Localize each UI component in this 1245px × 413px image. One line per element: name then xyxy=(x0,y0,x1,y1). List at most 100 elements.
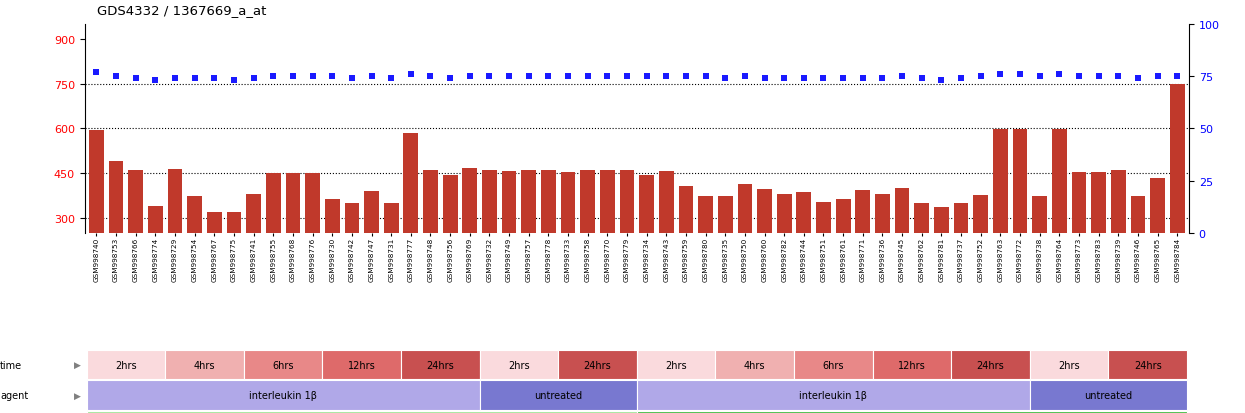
Text: 24hrs: 24hrs xyxy=(584,360,611,370)
Bar xyxy=(542,170,555,308)
Bar xyxy=(247,195,261,308)
Point xyxy=(1088,74,1108,80)
Text: 24hrs: 24hrs xyxy=(427,360,454,370)
Point xyxy=(794,76,814,82)
Point xyxy=(126,76,146,82)
Bar xyxy=(994,130,1007,308)
Point xyxy=(184,76,204,82)
Text: 24hrs: 24hrs xyxy=(1134,360,1162,370)
Point xyxy=(381,76,401,82)
Point xyxy=(441,76,461,82)
Bar xyxy=(462,169,477,308)
Point xyxy=(1148,74,1168,80)
Bar xyxy=(482,171,497,308)
Text: 2hrs: 2hrs xyxy=(115,360,137,370)
Point xyxy=(598,74,618,80)
Point xyxy=(361,74,381,80)
Point xyxy=(303,74,322,80)
Point xyxy=(1030,74,1050,80)
Bar xyxy=(502,171,517,308)
Point xyxy=(1108,74,1128,80)
Bar xyxy=(600,171,615,308)
Bar xyxy=(1150,178,1165,308)
Bar xyxy=(620,171,635,308)
Text: GDS4332 / 1367669_a_at: GDS4332 / 1367669_a_at xyxy=(97,4,266,17)
Bar xyxy=(128,170,143,308)
Bar xyxy=(895,189,909,308)
Bar xyxy=(108,162,123,308)
Bar xyxy=(423,170,438,308)
Point xyxy=(459,74,479,80)
Bar xyxy=(914,204,929,308)
Bar xyxy=(207,212,222,308)
Point xyxy=(401,71,421,78)
Point xyxy=(636,74,656,80)
Text: 2hrs: 2hrs xyxy=(1058,360,1079,370)
Point xyxy=(813,76,833,82)
Bar xyxy=(345,204,360,308)
Point xyxy=(558,74,578,80)
Text: 6hrs: 6hrs xyxy=(823,360,844,370)
Text: untreated: untreated xyxy=(534,390,583,400)
Bar xyxy=(1170,85,1184,308)
Point xyxy=(1069,74,1089,80)
Bar xyxy=(679,186,693,308)
Point xyxy=(1050,71,1069,78)
Point xyxy=(716,76,736,82)
Point xyxy=(264,74,284,80)
Point xyxy=(735,74,754,80)
Text: 4hrs: 4hrs xyxy=(194,360,215,370)
Point xyxy=(519,74,539,80)
Bar xyxy=(855,191,870,308)
Point xyxy=(86,69,106,76)
Point xyxy=(754,76,774,82)
Point xyxy=(283,74,303,80)
Bar xyxy=(757,189,772,308)
Point xyxy=(618,74,637,80)
Bar xyxy=(817,202,830,308)
Point xyxy=(853,76,873,82)
Point xyxy=(204,76,224,82)
Bar xyxy=(187,196,202,308)
Bar xyxy=(580,171,595,308)
Point xyxy=(1168,74,1188,80)
Point xyxy=(499,74,519,80)
Bar xyxy=(168,169,183,308)
Text: agent: agent xyxy=(0,390,29,400)
Bar xyxy=(797,192,812,308)
Bar xyxy=(443,175,457,308)
Text: 24hrs: 24hrs xyxy=(976,360,1005,370)
Point xyxy=(656,74,676,80)
Bar xyxy=(1111,171,1125,308)
Bar xyxy=(383,204,398,308)
Point xyxy=(931,78,951,84)
Text: ▶: ▶ xyxy=(73,360,81,369)
Point xyxy=(911,76,931,82)
Point xyxy=(893,74,913,80)
Bar xyxy=(266,174,280,308)
Bar xyxy=(305,174,320,308)
Text: time: time xyxy=(0,360,22,370)
Bar xyxy=(875,195,890,308)
Point xyxy=(990,71,1010,78)
Point xyxy=(951,76,971,82)
Bar xyxy=(227,212,242,308)
Text: 6hrs: 6hrs xyxy=(273,360,294,370)
Point xyxy=(538,74,558,80)
Point xyxy=(166,76,186,82)
Text: untreated: untreated xyxy=(1084,390,1133,400)
Bar xyxy=(90,131,103,308)
Point xyxy=(224,78,244,84)
Point xyxy=(479,74,499,80)
Bar xyxy=(1032,197,1047,308)
Point xyxy=(322,74,342,80)
Bar xyxy=(285,174,300,308)
Point xyxy=(971,74,991,80)
Bar xyxy=(1130,196,1145,308)
Bar xyxy=(403,133,418,308)
Bar xyxy=(777,195,792,308)
Point xyxy=(244,76,264,82)
Bar xyxy=(148,206,163,308)
Bar xyxy=(954,204,969,308)
Text: 2hrs: 2hrs xyxy=(508,360,529,370)
